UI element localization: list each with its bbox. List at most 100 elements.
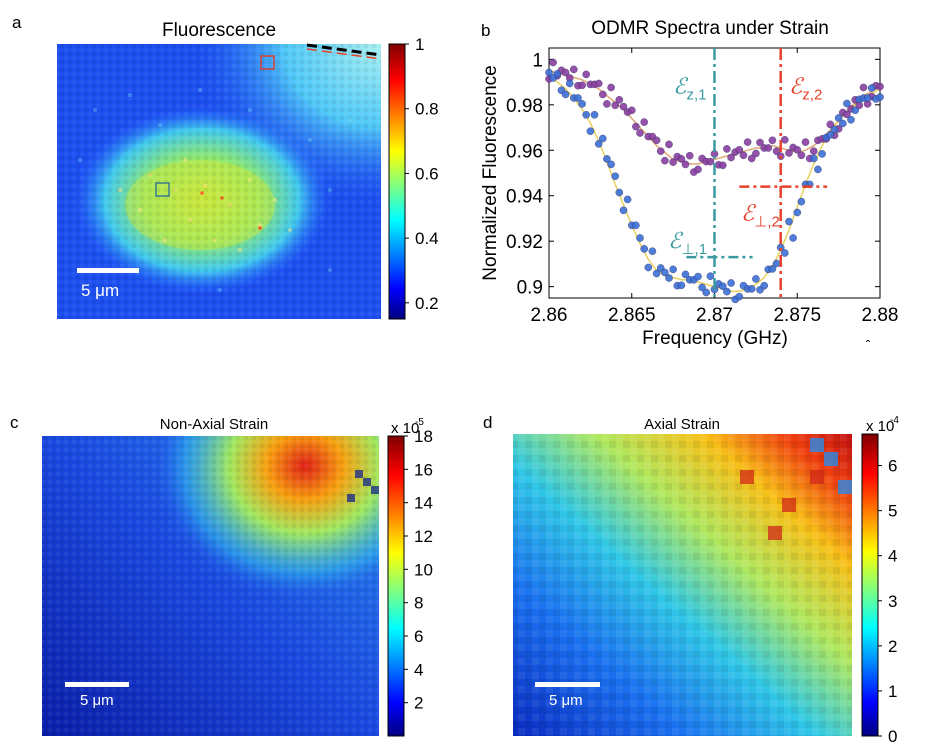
data-point-series-1 <box>578 81 586 90</box>
data-point-series-2 <box>851 106 860 115</box>
data-point-series-1 <box>826 120 835 129</box>
data-point-series-2 <box>723 287 731 296</box>
data-point-series-2 <box>681 270 690 279</box>
data-point-series-2 <box>603 155 611 163</box>
data-point-series-1 <box>632 122 640 131</box>
panel-letter-a: a <box>12 13 22 32</box>
corner-mark: ˆ <box>866 337 871 353</box>
colorbar-a-tick-label: 0.2 <box>415 294 439 313</box>
data-point-series-2 <box>636 234 644 242</box>
y-tick-label: 0.96 <box>506 141 543 162</box>
scale-bar-a <box>77 268 139 273</box>
data-point-series-1 <box>768 136 777 145</box>
data-point-series-2 <box>574 94 582 102</box>
data-point-series-2 <box>785 217 793 226</box>
data-point-series-1 <box>727 153 735 162</box>
colorbar-d-tick-label: 0 <box>888 727 897 746</box>
panel-c: c Non-Axial Strain 5 μm x 10 -5 18 16 14 12… <box>10 413 433 737</box>
data-point-series-1 <box>743 138 752 146</box>
colorbar-d-tick-label: 4 <box>888 547 897 566</box>
data-point-series-2 <box>772 259 781 268</box>
data-point-series-2 <box>607 160 615 169</box>
data-point-series-1 <box>611 101 620 110</box>
data-point-series-1 <box>752 149 760 158</box>
data-point-series-1 <box>756 138 764 147</box>
data-point-series-2 <box>652 269 661 278</box>
data-point-series-1 <box>615 96 624 104</box>
panel-d: d Axial Strain 5 μm x 10 -4 6 5 4 3 2 1 0 <box>483 413 899 746</box>
data-point-series-2 <box>561 90 570 99</box>
annotation-label: ℰz,2 <box>789 73 822 103</box>
data-point-series-1 <box>594 79 603 88</box>
data-point-series-2 <box>735 292 744 301</box>
y-tick-label: 0.94 <box>506 187 543 208</box>
colorbar-c: x 10 -5 18 16 14 12 10 8 6 4 2 <box>387 417 433 737</box>
data-point-series-1 <box>781 135 789 144</box>
data-point-series-1 <box>582 70 591 79</box>
colorbar-c-tick-label: 4 <box>414 660 423 679</box>
fluorescence-image <box>57 43 382 319</box>
colorbar-a-tick-label: 0.8 <box>415 100 439 119</box>
data-point-series-1 <box>723 145 731 153</box>
data-point-series-2 <box>619 206 628 215</box>
data-point-series-2 <box>553 70 562 78</box>
odmr-chart-title: ODMR Spectra under Strain <box>591 18 829 39</box>
colorbar-c-tick-label: 12 <box>414 527 433 546</box>
data-point-series-2 <box>582 111 591 119</box>
data-point-series-1 <box>810 147 818 155</box>
data-point-series-1 <box>876 82 884 91</box>
data-point-series-1 <box>665 140 673 149</box>
data-point-series-2 <box>876 93 884 101</box>
data-point-series-2 <box>698 283 706 292</box>
scale-bar-c <box>65 682 129 687</box>
data-point-series-2 <box>793 208 802 217</box>
colorbar-d-tick-label: 6 <box>888 457 897 476</box>
annotation-label: ℰz,1 <box>673 73 706 103</box>
data-point-series-2 <box>665 274 673 282</box>
panel-b: b ODMR Spectra under Strain 1 0.98 0.96 0.9… <box>480 18 898 353</box>
colorbar-d-exponent-power: -4 <box>890 415 899 426</box>
colorbar-c-tick-label: 2 <box>414 694 423 713</box>
data-point-series-2 <box>648 247 657 255</box>
data-point-series-1 <box>681 160 690 169</box>
data-point-series-2 <box>706 272 715 281</box>
colorbar-a: 1 0.8 0.6 0.4 0.2 <box>388 35 439 320</box>
data-point-series-1 <box>661 156 669 165</box>
data-point-series-2 <box>752 275 760 283</box>
data-point-series-2 <box>826 130 835 139</box>
data-point-series-1 <box>735 145 744 154</box>
data-point-series-1 <box>739 151 748 160</box>
data-point-series-1 <box>636 129 644 137</box>
data-point-series-1 <box>656 147 665 155</box>
data-point-series-1 <box>669 158 677 166</box>
data-point-series-1 <box>797 151 806 160</box>
panel-a: a Fluorescence <box>12 13 439 320</box>
data-point-series-2 <box>834 114 843 122</box>
colorbar-d-exponent-base: x 10 <box>866 418 894 435</box>
annotation-label: ℰ⊥,2 <box>741 201 780 231</box>
colorbar-d: x 10 -4 6 5 4 3 2 1 0 <box>861 415 899 746</box>
colorbar-d-tick-label: 2 <box>888 637 897 656</box>
data-point-series-1 <box>619 102 628 111</box>
colorbar-d-tick-label: 1 <box>888 682 897 701</box>
data-point-series-1 <box>785 149 793 157</box>
colorbar-c-tick-label: 6 <box>414 627 423 646</box>
axial-strain-map <box>513 434 852 736</box>
data-point-series-2 <box>843 99 851 108</box>
data-point-series-2 <box>594 140 603 148</box>
data-point-series-1 <box>677 155 686 163</box>
data-point-series-2 <box>810 154 818 163</box>
y-tick-label: 0.9 <box>517 278 543 299</box>
data-point-series-1 <box>628 106 636 115</box>
colorbar-d-tick-label: 3 <box>888 592 897 611</box>
data-point-series-1 <box>652 136 661 145</box>
x-tick-label: 2.875 <box>773 305 821 326</box>
odmr-y-axis-label: Normalized Fluorescence <box>480 65 501 280</box>
colorbar-c-tick-label: 18 <box>414 427 433 446</box>
data-point-series-2 <box>797 197 806 206</box>
colorbar-d-tick-label: 5 <box>888 502 897 521</box>
blue-roi-marker <box>155 182 170 197</box>
data-point-series-2 <box>640 245 649 253</box>
panel-a-title: Fluorescence <box>162 20 276 41</box>
